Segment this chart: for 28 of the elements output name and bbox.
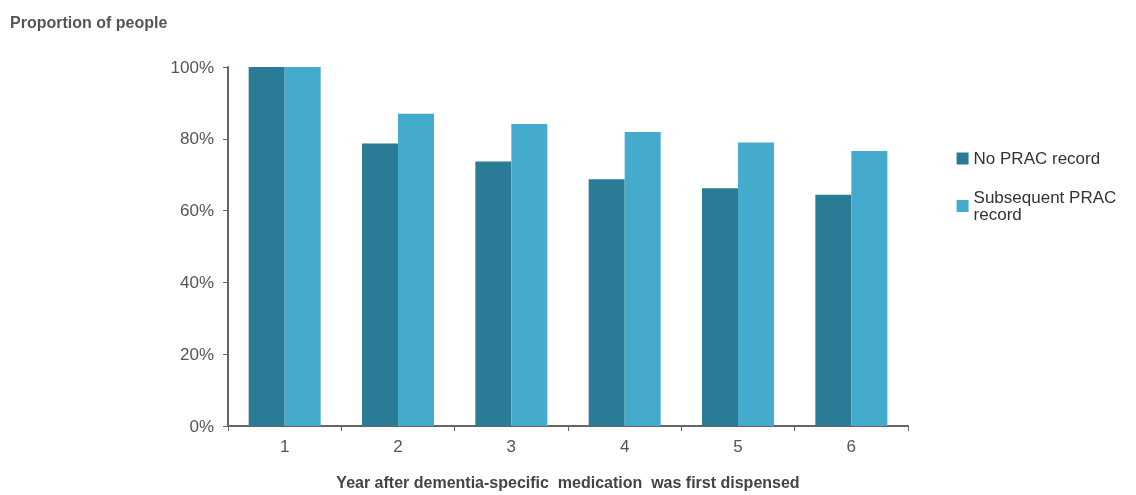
y-axis-title: Proportion of people	[10, 13, 168, 31]
x-tick-label: 3	[506, 437, 517, 456]
bar	[815, 194, 852, 426]
y-tick-label: 20%	[179, 344, 214, 364]
x-tick-label: 2	[393, 437, 403, 456]
y-tick-label: 0%	[189, 416, 214, 436]
bar	[588, 179, 625, 426]
y-tick-label: 60%	[179, 201, 214, 221]
bar	[398, 113, 434, 426]
legend-label: No PRAC record	[973, 149, 1101, 168]
bar	[738, 142, 774, 426]
y-tick-label: 100%	[170, 57, 214, 77]
bar	[284, 67, 321, 426]
bar	[362, 143, 398, 426]
bar	[702, 188, 738, 426]
x-axis-title: Year after dementia-specific medication was first dispensed	[336, 473, 800, 491]
x-tick-label: 1	[279, 437, 290, 456]
bar	[851, 151, 888, 426]
y-tick-label: 80%	[179, 129, 214, 149]
bar	[511, 124, 548, 426]
bar	[624, 131, 661, 426]
x-tick-label: 6	[846, 437, 857, 456]
bar	[248, 67, 285, 426]
x-tick-label: 4	[619, 437, 630, 456]
y-tick-label: 40%	[179, 272, 214, 292]
legend-label: Subsequent PRAC record	[973, 188, 1121, 224]
x-tick-label: 5	[733, 437, 743, 456]
bar	[475, 161, 512, 426]
